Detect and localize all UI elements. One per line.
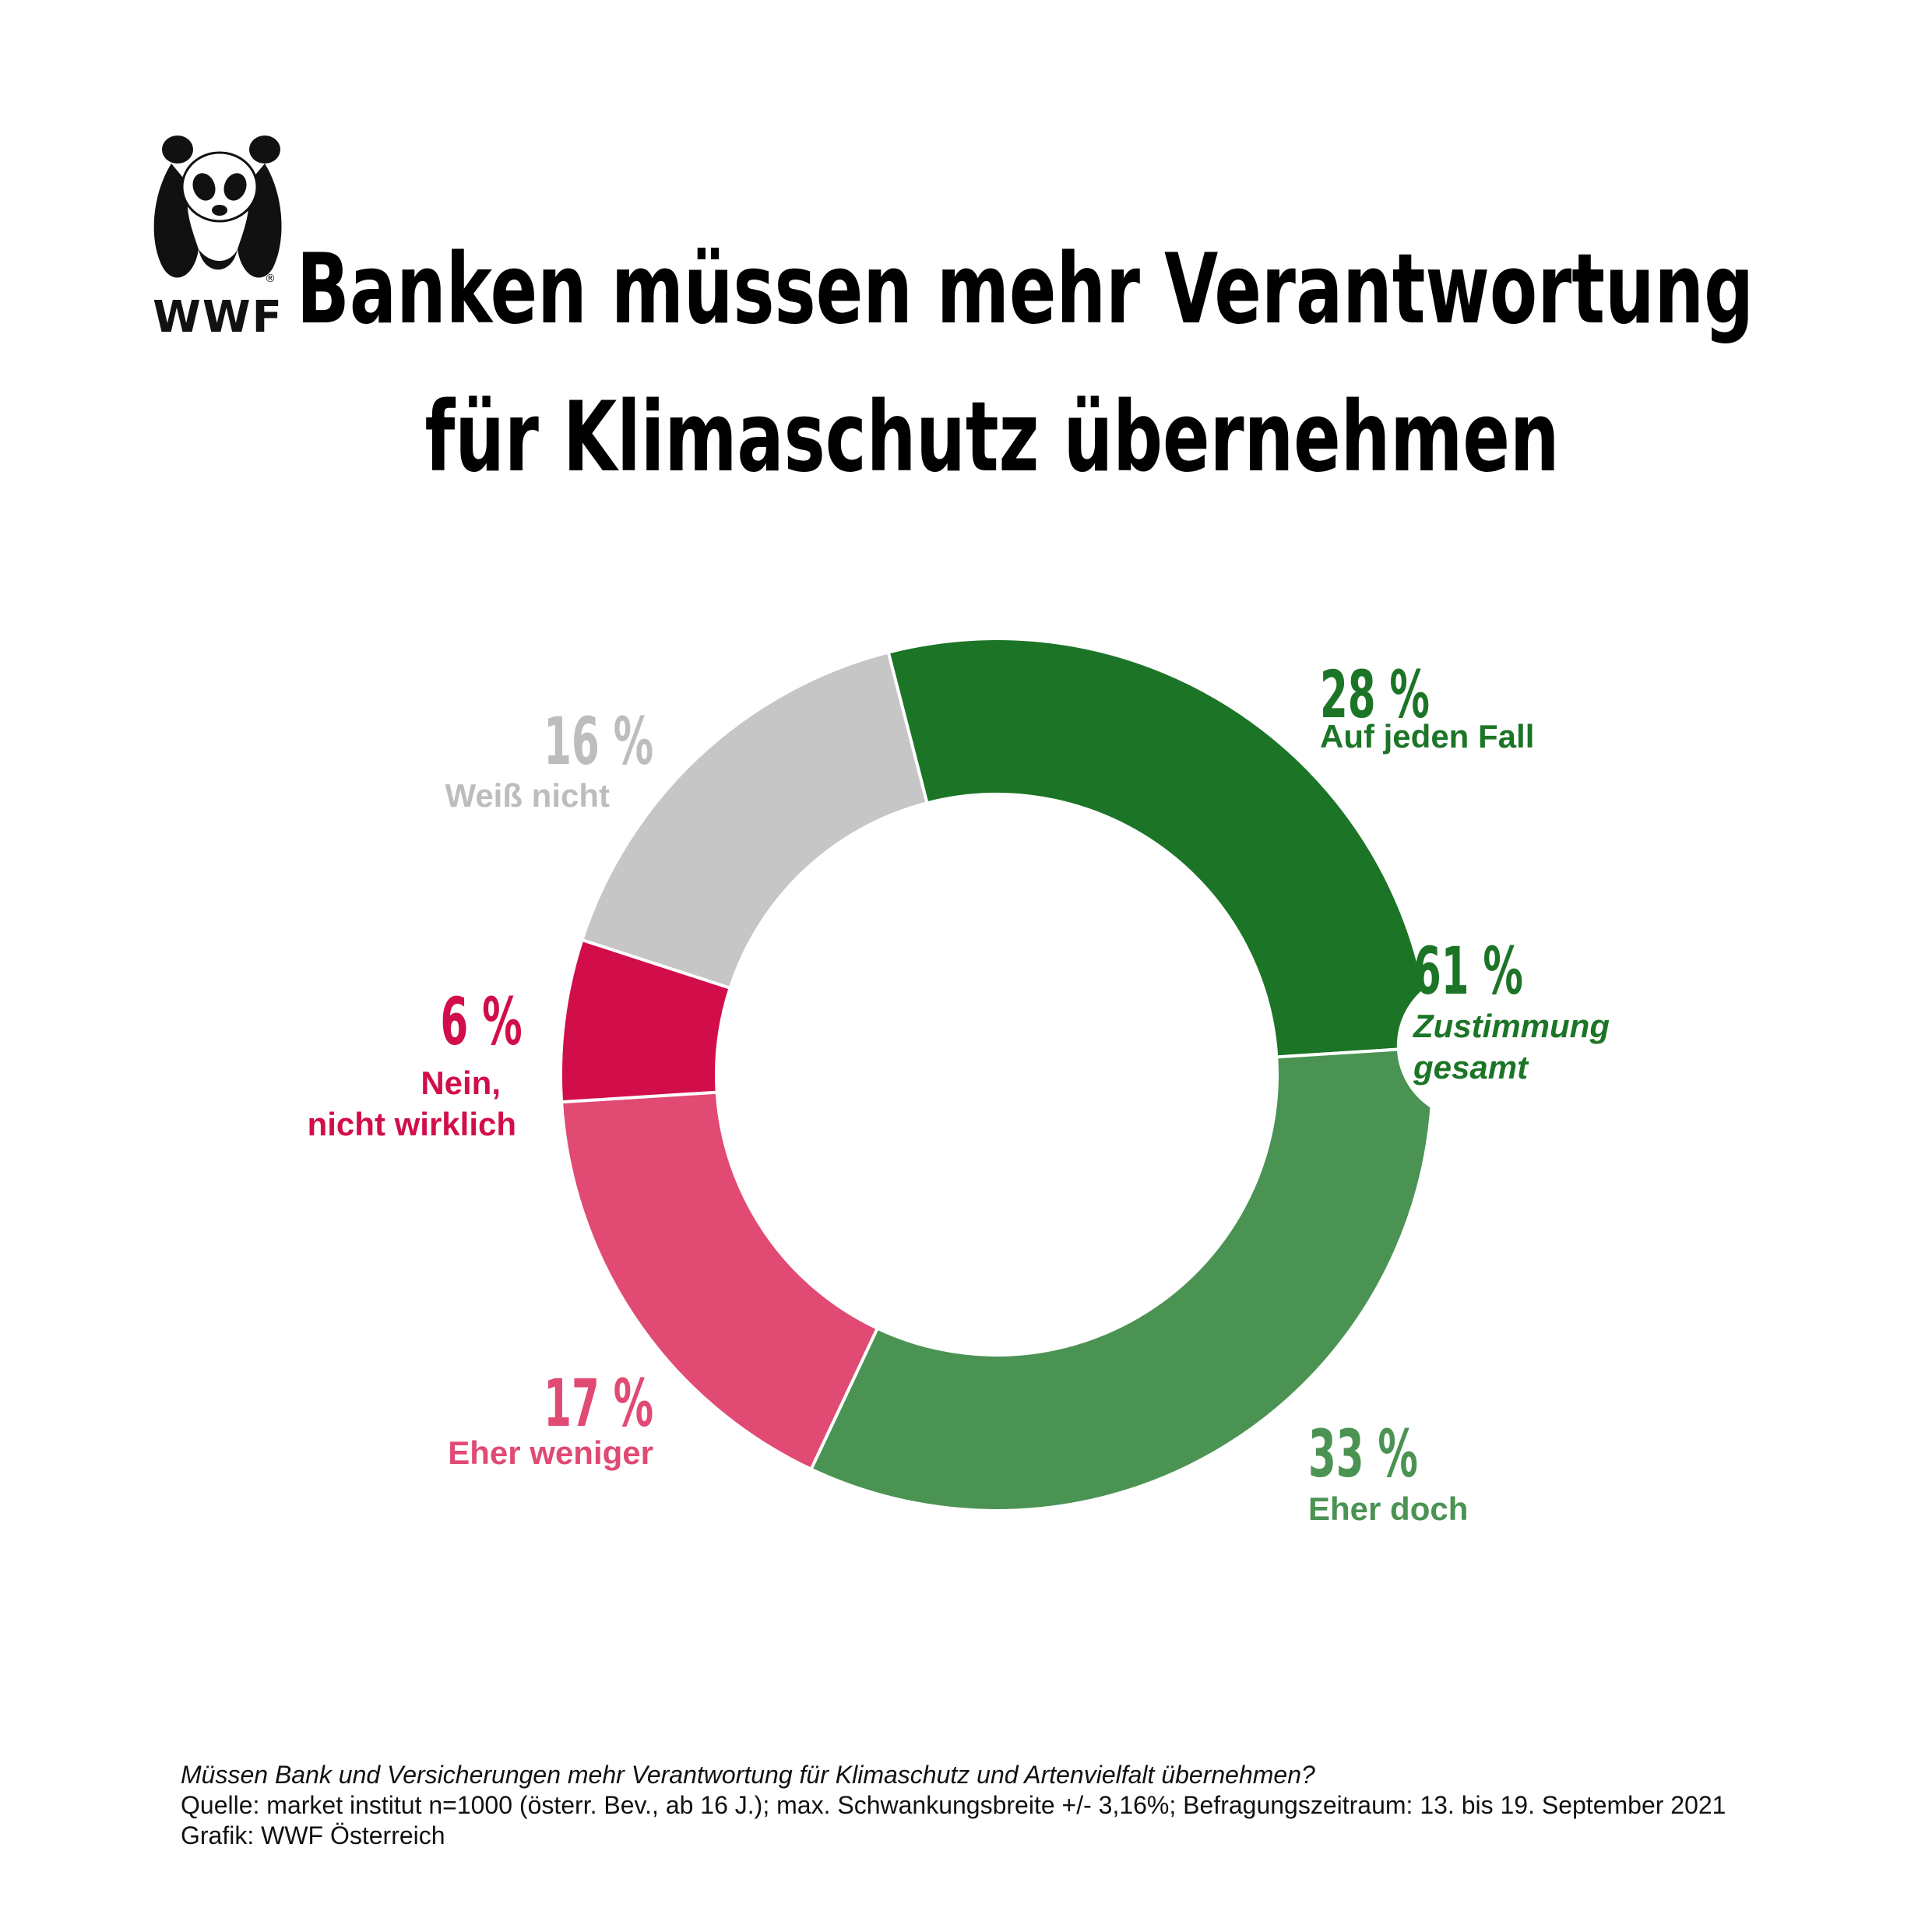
label-nein-pct: 6 % bbox=[440, 984, 523, 1060]
svg-text:©: © bbox=[165, 263, 176, 276]
wwf-logo: © ® WWF bbox=[148, 132, 288, 343]
chart-title-line-2: für Klimaschutz übernehmen bbox=[424, 382, 1560, 494]
label-eher-doch-pct: 33 % bbox=[1308, 1416, 1418, 1492]
donut-slice-eher-weniger bbox=[559, 1090, 880, 1472]
donut-slice-eher-doch bbox=[808, 1045, 1434, 1512]
footer-credit: Grafik: WWF Österreich bbox=[181, 1821, 445, 1850]
label-weiss-nicht-text: Weiß nicht bbox=[445, 777, 610, 814]
label-nein-text-2: nicht wirklich bbox=[307, 1106, 516, 1142]
label-eher-weniger-pct: 17 % bbox=[544, 1365, 653, 1441]
label-nein-text-1: Nein, bbox=[421, 1065, 501, 1101]
label-zustimmung-text-1: Zustimmung bbox=[1413, 1008, 1610, 1044]
label-weiss-nicht-pct: 16 % bbox=[544, 703, 653, 779]
label-zustimmung-text-2: gesamt bbox=[1413, 1049, 1529, 1086]
svg-text:®: ® bbox=[265, 273, 276, 285]
label-auf-jeden-fall-pct: 28 % bbox=[1320, 656, 1430, 733]
donut-slice-weiß-nicht bbox=[579, 650, 929, 991]
panda-icon: © ® bbox=[153, 135, 282, 285]
footer: Müssen Bank und Versicherungen mehr Vera… bbox=[181, 1760, 1726, 1851]
chart-title-line-1: Banken müssen mehr Verantwortung bbox=[296, 234, 1754, 346]
donut-slices bbox=[559, 637, 1545, 1512]
label-eher-weniger-text: Eher weniger bbox=[448, 1434, 653, 1471]
footer-source: Quelle: market institut n=1000 (österr. … bbox=[181, 1791, 1726, 1820]
label-auf-jeden-fall-text: Auf jeden Fall bbox=[1320, 718, 1535, 755]
total-agreement-notch bbox=[1396, 971, 1545, 1120]
label-zustimmung-pct: 61 % bbox=[1413, 933, 1523, 1009]
footer-question: Müssen Bank und Versicherungen mehr Vera… bbox=[181, 1761, 1315, 1789]
label-eher-doch-text: Eher doch bbox=[1308, 1490, 1469, 1527]
wwf-logo-text: WWF bbox=[153, 292, 283, 343]
